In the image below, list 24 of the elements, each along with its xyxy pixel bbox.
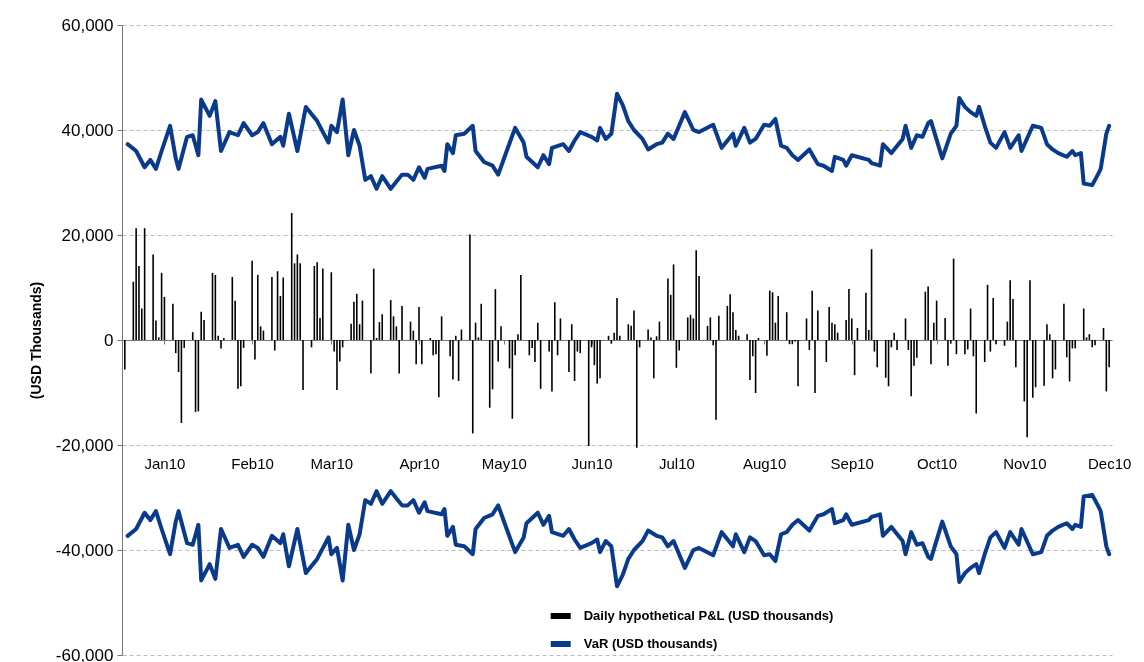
- x-tick-label: Nov10: [1003, 454, 1047, 472]
- x-tick-label: Dec10: [1087, 454, 1132, 472]
- line-series: [125, 489, 1112, 589]
- y-tick-label: -20,000: [55, 435, 114, 455]
- x-tick-label: Oct10: [917, 454, 958, 472]
- x-tick-label: Mar10: [310, 454, 354, 472]
- x-tick-label: Jul10: [658, 454, 695, 472]
- legend-label: VaR (USD thousands): [583, 636, 718, 651]
- y-tick-label: 40,000: [61, 120, 114, 140]
- x-tick-label: Aug10: [742, 454, 787, 472]
- x-tick-label: Jun10: [571, 454, 613, 472]
- y-tick-label: 0: [104, 330, 114, 350]
- x-tick-label: Jan10: [144, 454, 186, 472]
- x-tick-label: Feb10: [231, 454, 274, 472]
- x-tick-label: May10: [481, 454, 527, 472]
- y-tick-label: 60,000: [61, 15, 114, 35]
- legend-label: Daily hypothetical P&L (USD thousands): [583, 608, 834, 623]
- x-tick-label: Apr10: [399, 454, 440, 472]
- y-tick-label: 20,000: [61, 225, 114, 245]
- line-series: [125, 91, 1112, 191]
- y-axis-title: (USD Thousands): [27, 281, 44, 400]
- y-tick-label: -40,000: [55, 540, 114, 560]
- x-tick-label: Sep10: [830, 454, 874, 472]
- y-tick-label: -60,000: [55, 645, 114, 662]
